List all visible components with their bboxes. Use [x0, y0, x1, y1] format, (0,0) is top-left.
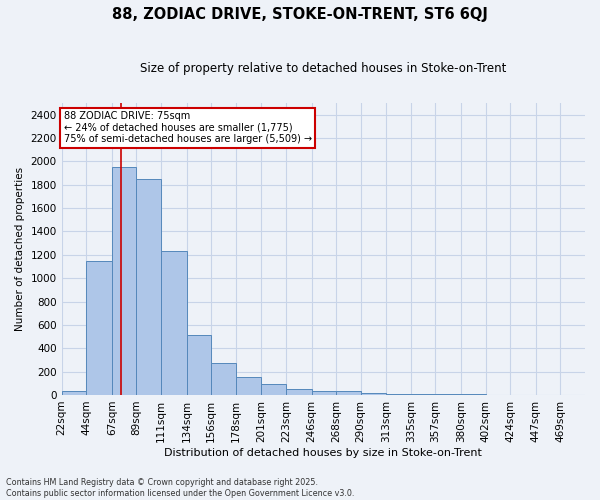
Bar	[86, 260, 112, 395]
Bar	[411, 394, 436, 395]
X-axis label: Distribution of detached houses by size in Stoke-on-Trent: Distribution of detached houses by size …	[164, 448, 482, 458]
Bar	[187, 335, 211, 395]
Text: Contains HM Land Registry data © Crown copyright and database right 2025.
Contai: Contains HM Land Registry data © Crown c…	[6, 478, 355, 498]
Bar	[386, 394, 411, 395]
Bar	[361, 393, 386, 395]
Bar	[112, 168, 136, 395]
Bar	[161, 252, 187, 395]
Title: Size of property relative to detached houses in Stoke-on-Trent: Size of property relative to detached ho…	[140, 62, 506, 76]
Bar	[262, 384, 286, 395]
Bar	[286, 390, 311, 395]
Text: 88, ZODIAC DRIVE, STOKE-ON-TRENT, ST6 6QJ: 88, ZODIAC DRIVE, STOKE-ON-TRENT, ST6 6Q…	[112, 8, 488, 22]
Y-axis label: Number of detached properties: Number of detached properties	[15, 167, 25, 331]
Bar	[236, 377, 262, 395]
Bar	[436, 394, 461, 395]
Text: 88 ZODIAC DRIVE: 75sqm
← 24% of detached houses are smaller (1,775)
75% of semi-: 88 ZODIAC DRIVE: 75sqm ← 24% of detached…	[64, 111, 312, 144]
Bar	[336, 391, 361, 395]
Bar	[211, 364, 236, 395]
Bar	[62, 392, 86, 395]
Bar	[311, 391, 336, 395]
Bar	[136, 179, 161, 395]
